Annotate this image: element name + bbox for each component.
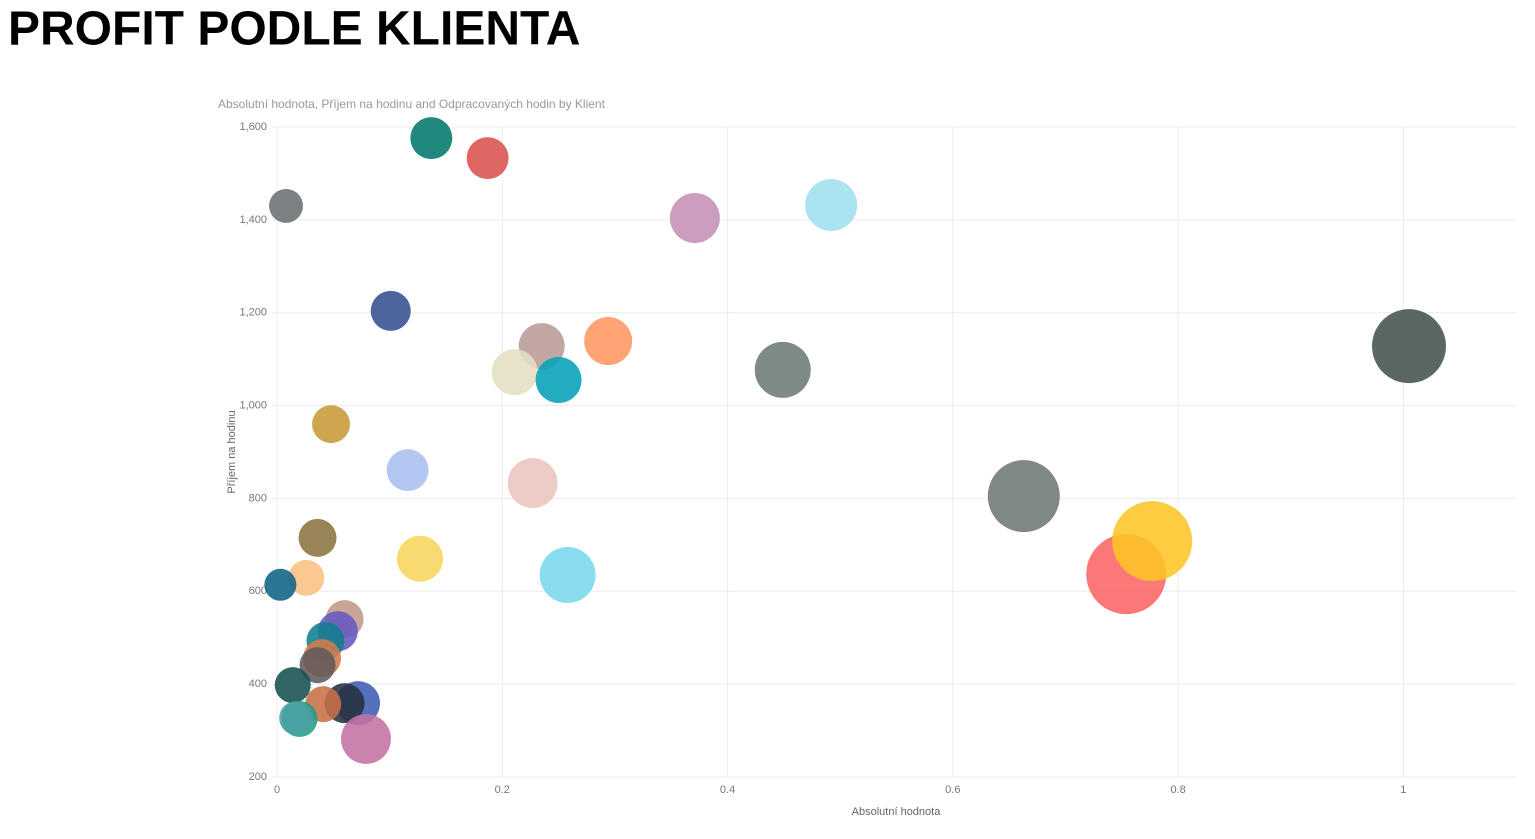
bubble <box>312 405 351 444</box>
bubble <box>264 568 297 601</box>
x-tick-label: 0.4 <box>720 784 735 796</box>
x-axis-label: Absolutní hodnota <box>852 806 942 818</box>
y-tick-label: 200 <box>249 771 267 783</box>
bubble <box>491 349 538 396</box>
bubble <box>298 518 337 557</box>
y-axis-label: Příjem na hodinu <box>226 410 238 493</box>
x-tick-label: 0.8 <box>1170 784 1185 796</box>
bubble <box>274 667 311 704</box>
bubble <box>1112 501 1193 582</box>
y-tick-label: 1,600 <box>239 121 267 133</box>
bubble <box>341 713 391 764</box>
bubble <box>370 290 411 331</box>
bubble <box>386 449 429 492</box>
bubble <box>805 179 858 231</box>
bubble <box>466 137 509 180</box>
y-tick-label: 400 <box>249 678 267 690</box>
bubble <box>507 458 558 509</box>
bubble <box>269 188 303 223</box>
bubble <box>288 559 325 596</box>
y-tick-label: 600 <box>249 585 267 597</box>
bubble <box>669 193 720 243</box>
bubble <box>410 117 453 160</box>
x-tick-label: 0.2 <box>495 784 510 796</box>
y-tick-label: 1,000 <box>239 399 267 411</box>
bubble <box>584 317 633 366</box>
bubble <box>397 535 444 582</box>
bubble <box>754 341 811 398</box>
y-tick-label: 800 <box>249 492 267 504</box>
bubble <box>539 547 596 604</box>
chart-title: Absolutní hodnota, Příjem na hodinu and … <box>218 97 606 111</box>
bubble <box>535 357 582 404</box>
x-tick-label: 0 <box>274 784 280 796</box>
bubble <box>299 647 336 684</box>
bubble <box>987 460 1060 533</box>
x-tick-label: 0.6 <box>945 784 960 796</box>
page-title: PROFIT PODLE KLIENTA <box>8 3 580 56</box>
x-tick-label: 1 <box>1400 784 1406 796</box>
y-tick-label: 1,400 <box>239 214 267 226</box>
bubble <box>279 701 314 736</box>
y-tick-label: 1,200 <box>239 307 267 319</box>
bubble <box>1372 309 1446 384</box>
